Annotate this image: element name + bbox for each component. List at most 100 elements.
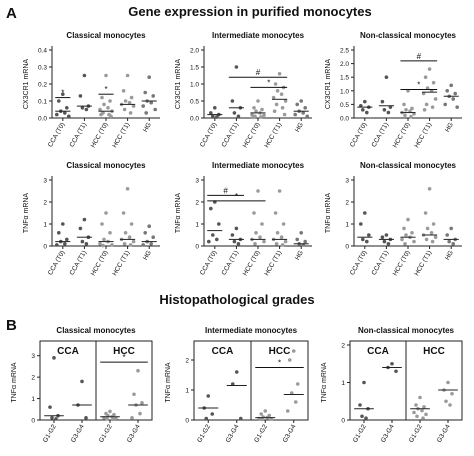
data-point <box>110 243 114 247</box>
x-tick-label: HCC (T0) <box>242 122 262 150</box>
x-tick-label: G3-G4 <box>282 423 298 444</box>
data-point <box>252 106 256 110</box>
significance-label: * <box>417 80 420 89</box>
data-point <box>453 91 458 96</box>
data-point <box>230 233 235 237</box>
data-point <box>80 106 85 110</box>
data-point <box>382 108 387 112</box>
data-point <box>431 80 436 85</box>
x-tick-label: HCC (T1) <box>413 122 433 150</box>
data-point <box>303 106 308 110</box>
data-point <box>57 99 61 103</box>
data-point <box>100 222 104 226</box>
data-point <box>412 239 416 244</box>
data-point <box>447 239 452 244</box>
data-point <box>358 403 362 407</box>
data-point <box>84 242 89 246</box>
data-point <box>101 243 105 248</box>
data-point <box>80 239 85 244</box>
data-point <box>256 99 260 103</box>
data-point <box>105 417 109 421</box>
data-point <box>102 237 106 242</box>
data-point <box>210 412 215 416</box>
chart-title: Non-classical monocytes <box>360 31 457 40</box>
data-point <box>100 95 104 100</box>
group-label: HCC <box>113 346 135 357</box>
data-point <box>215 237 219 242</box>
x-tick-label: HCC (T0) <box>90 122 110 150</box>
data-point <box>104 73 108 78</box>
data-point <box>121 89 126 93</box>
y-tick-label: 0.0 <box>340 116 349 123</box>
y-tick-label: 0.5 <box>190 99 199 106</box>
data-point <box>78 226 83 231</box>
y-axis-label: TNFα mRNA <box>11 362 18 403</box>
data-point <box>207 239 211 244</box>
data-point <box>410 231 414 235</box>
data-point <box>206 394 211 398</box>
data-point <box>151 94 155 98</box>
data-point <box>63 242 67 246</box>
data-point <box>424 102 429 107</box>
significance-label: # <box>256 68 261 77</box>
data-point <box>230 382 235 386</box>
significance-label: * <box>61 89 64 98</box>
data-point <box>213 106 217 110</box>
data-point <box>122 107 127 112</box>
group-label: CCA <box>212 346 234 357</box>
data-point <box>131 239 136 244</box>
data-point <box>403 242 407 246</box>
data-point <box>423 75 428 79</box>
y-tick-label: 0.2 <box>38 82 47 89</box>
data-point <box>259 412 264 416</box>
data-point <box>104 211 108 215</box>
data-point <box>359 222 363 226</box>
data-point <box>138 411 142 416</box>
data-point <box>123 231 128 235</box>
data-point <box>256 189 260 193</box>
data-point <box>211 114 215 119</box>
data-point <box>293 112 298 117</box>
y-axis-label: TNFα mRNA <box>23 193 30 234</box>
data-point <box>427 67 432 71</box>
x-tick-label: G1-G2 <box>196 423 212 444</box>
data-point <box>144 111 148 115</box>
data-point <box>443 102 448 107</box>
y-tick-label: 0 <box>341 418 345 425</box>
data-point <box>125 73 130 78</box>
data-point <box>402 102 406 107</box>
data-point <box>260 107 264 112</box>
x-tick-label: CCA (T0) <box>349 122 369 149</box>
data-point <box>238 416 243 421</box>
data-point <box>132 392 136 397</box>
data-point <box>99 112 103 117</box>
y-tick-label: 2 <box>195 200 199 207</box>
x-tick-label: HG <box>294 122 305 134</box>
y-tick-label: 1 <box>345 222 349 229</box>
data-point <box>250 112 254 117</box>
data-point <box>275 89 280 93</box>
data-point <box>236 242 241 246</box>
chart-title: Classical monocytes <box>56 326 136 335</box>
data-point <box>455 105 460 109</box>
data-point <box>48 405 52 409</box>
data-point <box>204 416 209 421</box>
x-tick-label: G1-G2 <box>352 423 368 444</box>
data-point <box>136 368 140 373</box>
data-point <box>140 401 144 405</box>
y-tick-label: 3 <box>345 178 349 185</box>
data-point <box>361 108 365 112</box>
x-tick-label: HCC (T0) <box>90 250 110 278</box>
group-label: CCA <box>367 346 389 357</box>
y-tick-label: 3 <box>31 353 35 360</box>
data-point <box>420 408 424 413</box>
data-point <box>384 75 389 79</box>
x-tick-label: CCA (T1) <box>371 122 391 149</box>
data-point <box>147 224 151 228</box>
chart-title: Classical monocytes <box>66 161 146 170</box>
data-point <box>106 106 110 110</box>
data-point <box>363 211 367 215</box>
data-point <box>273 211 278 215</box>
data-point <box>414 403 418 407</box>
data-point <box>259 115 263 119</box>
